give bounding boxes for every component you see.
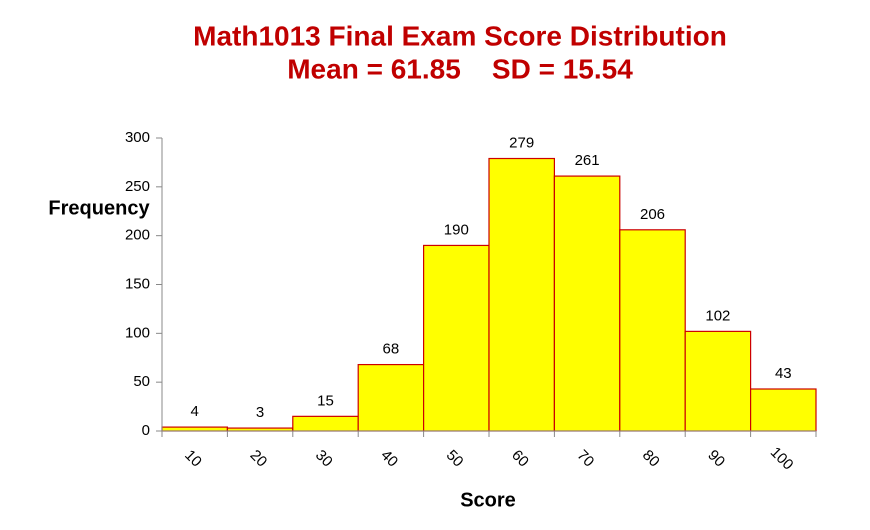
bar [161, 426, 229, 432]
bar [684, 330, 752, 432]
value-label: 190 [444, 221, 469, 238]
x-tick-label: 30 [312, 447, 336, 471]
chart-subtitle: Mean = 61.85 SD = 15.54 [287, 53, 633, 84]
x-tick-label: 20 [247, 447, 271, 471]
y-tick-label: 100 [125, 324, 150, 341]
value-label: 102 [705, 307, 730, 324]
value-label: 261 [575, 152, 600, 169]
y-tick-label: 50 [133, 373, 150, 390]
y-axis-title: Frequency [48, 197, 150, 219]
x-tick-label: 10 [181, 447, 205, 471]
value-label: 206 [640, 206, 665, 223]
x-tick-label: 40 [377, 447, 401, 471]
value-label: 4 [191, 403, 199, 420]
x-tick-label: 90 [704, 447, 728, 471]
bar [423, 244, 490, 432]
y-tick-label: 0 [142, 422, 150, 439]
y-tick-label: 150 [125, 275, 150, 292]
bar [488, 157, 556, 432]
chart-title: Math1013 Final Exam Score Distribution [193, 20, 727, 51]
bar [749, 388, 817, 432]
x-tick-label: 100 [767, 444, 797, 474]
value-label: 3 [256, 404, 264, 421]
value-label: 15 [317, 392, 334, 409]
bar [619, 229, 686, 432]
x-tick-label: 80 [639, 447, 663, 471]
x-tick-label: 70 [574, 447, 598, 471]
value-label: 43 [775, 365, 792, 382]
bar [292, 415, 359, 432]
bar [553, 175, 621, 432]
value-label: 68 [383, 341, 400, 358]
value-label: 279 [509, 134, 534, 151]
y-tick-label: 200 [125, 227, 150, 244]
x-tick-label: 60 [508, 447, 532, 471]
x-tick-label: 50 [443, 447, 467, 471]
y-tick-label: 250 [125, 178, 150, 195]
y-tick-label: 300 [125, 129, 150, 146]
x-axis-title: Score [460, 489, 516, 511]
bar [357, 363, 425, 432]
